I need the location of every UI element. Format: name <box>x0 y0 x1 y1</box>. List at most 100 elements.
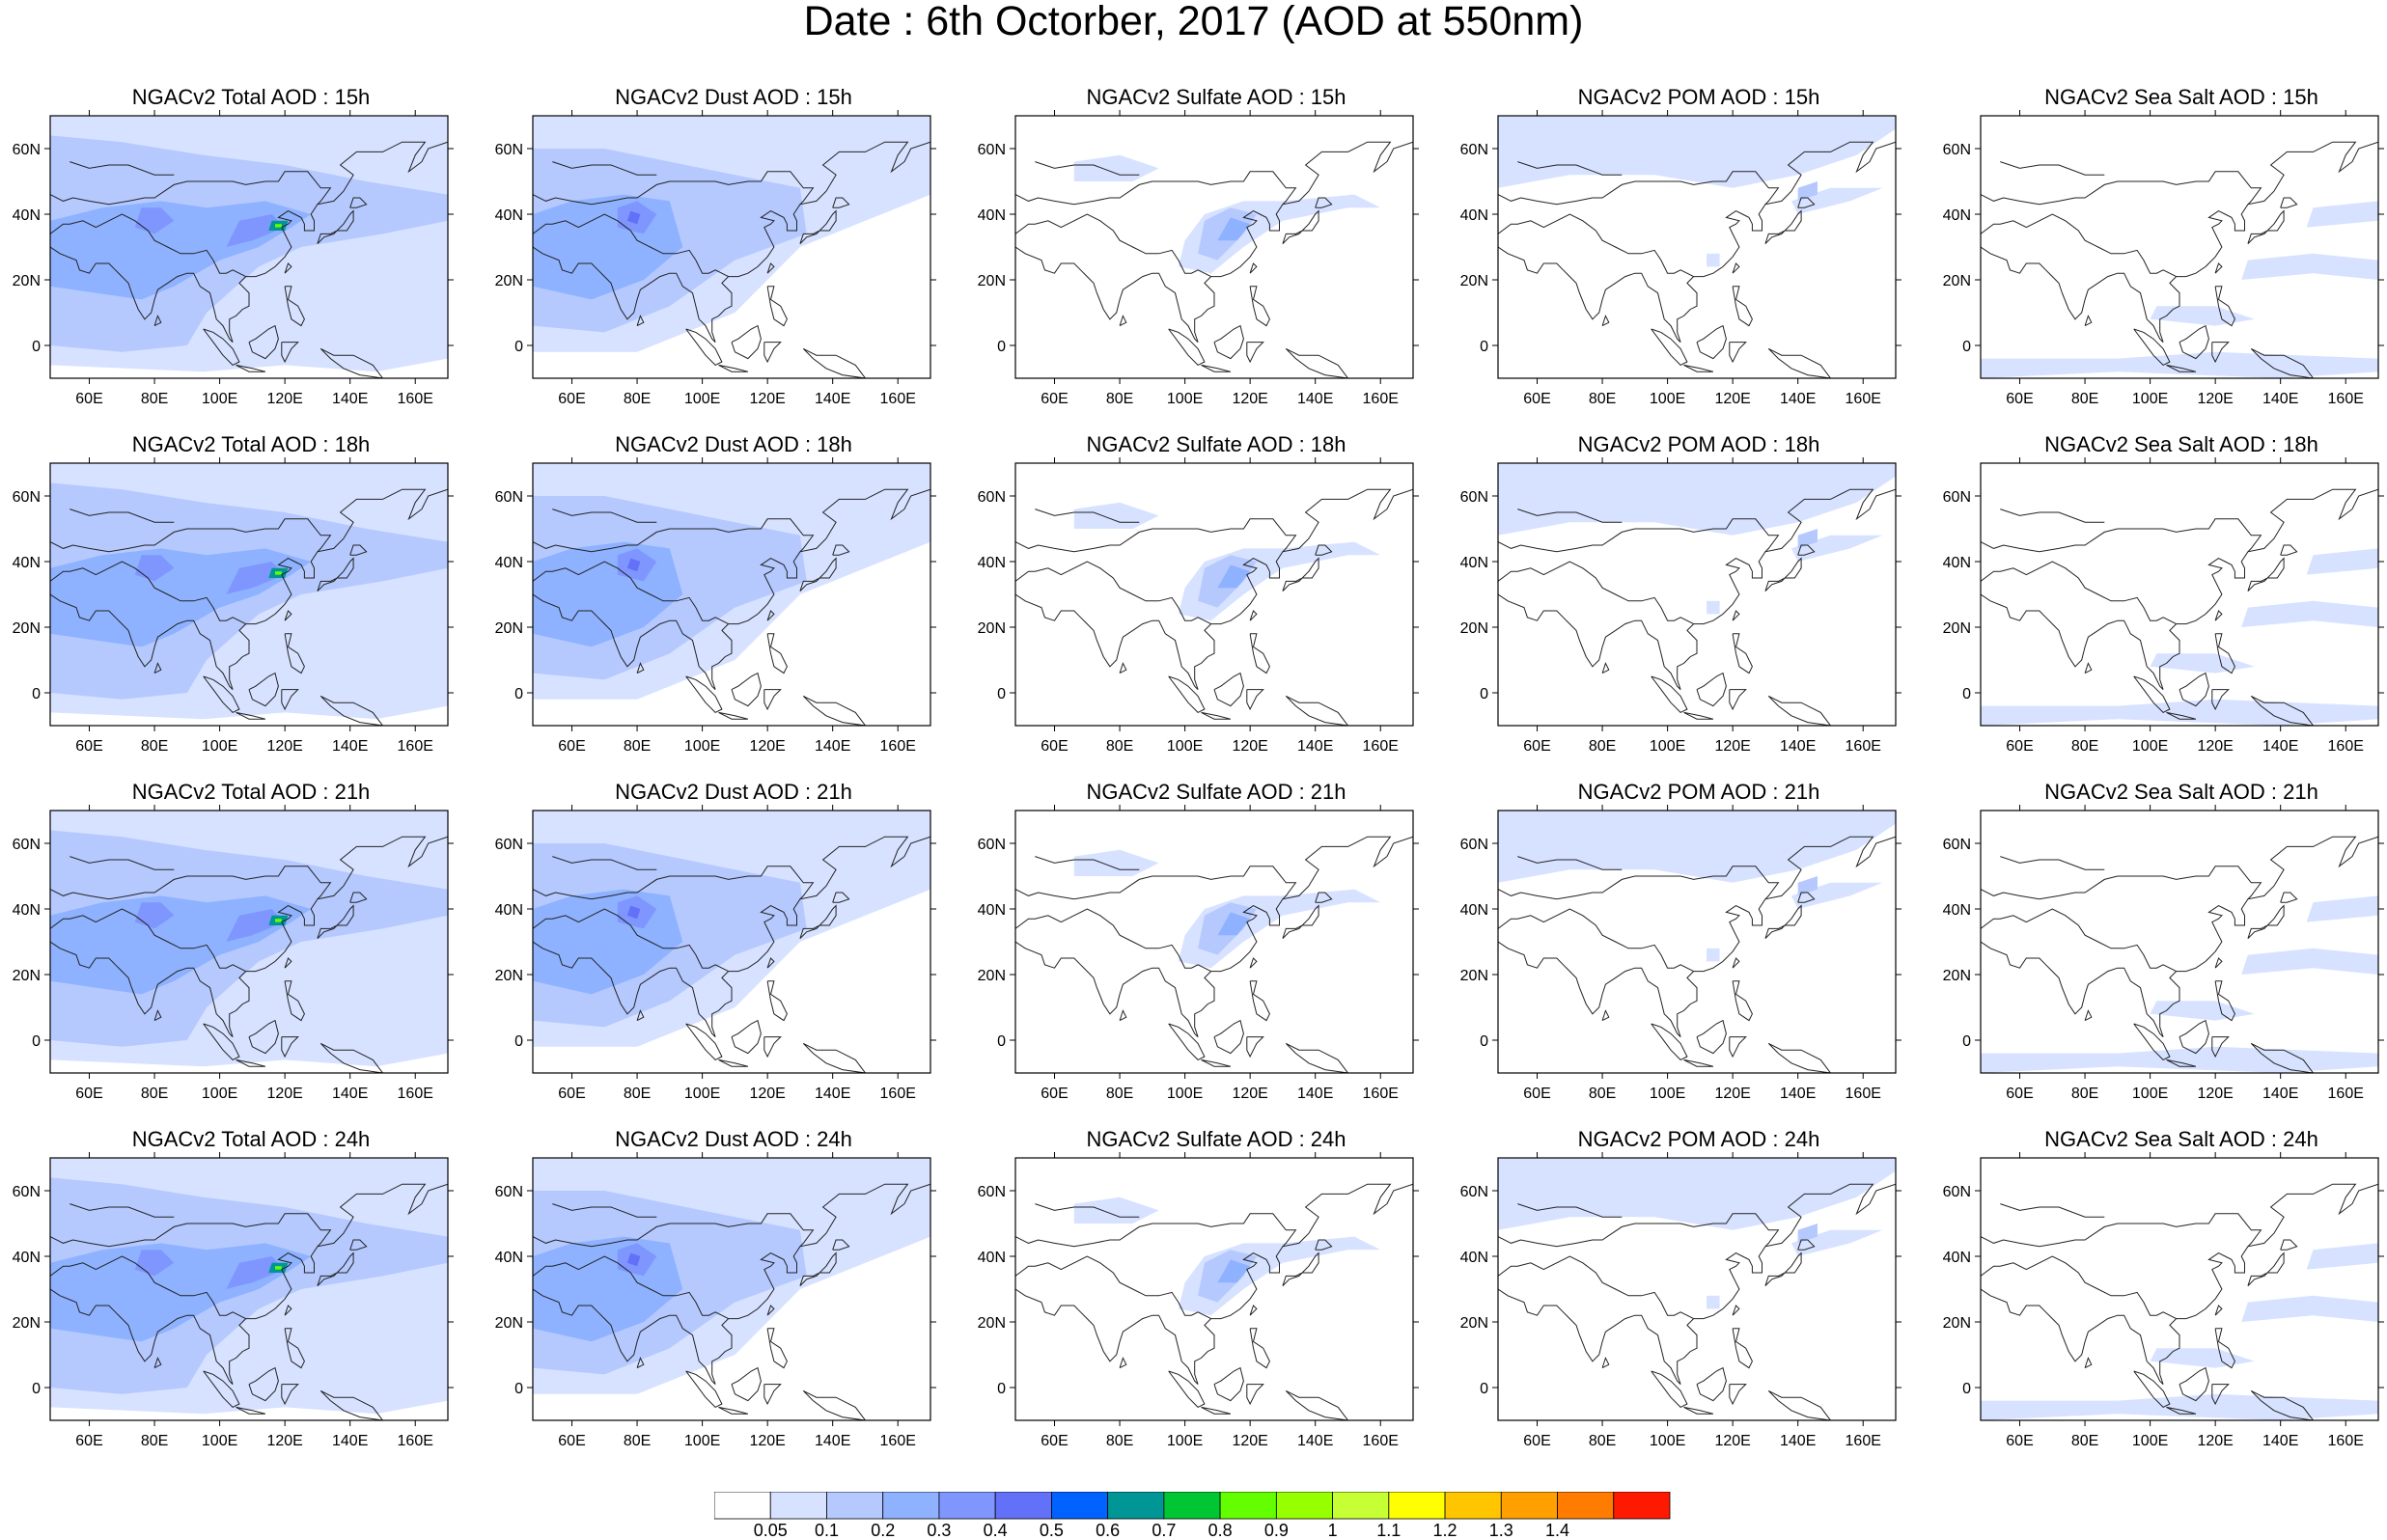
coastline <box>533 141 930 343</box>
aod-field <box>1498 116 1896 188</box>
lon-tick-label: 120E <box>266 738 302 755</box>
lat-tick-label: 40N <box>1460 555 1488 571</box>
coastline <box>1764 1251 1802 1286</box>
coastline <box>1249 286 1270 327</box>
coastline <box>1732 957 1740 969</box>
lon-tick-label: 160E <box>1363 391 1399 407</box>
lon-tick-label: 160E <box>2328 391 2364 407</box>
coastline <box>2214 610 2223 621</box>
lat-tick-label: 40N <box>1460 207 1488 224</box>
coastline <box>1213 1366 1244 1402</box>
coastline <box>731 1019 762 1055</box>
coastline <box>2247 209 2285 244</box>
lat-tick-label: 20N <box>1460 273 1488 289</box>
lon-tick-label: 80E <box>1106 1433 1133 1449</box>
lon-tick-label: 60E <box>558 738 585 755</box>
coastline <box>281 689 299 711</box>
coastline <box>1213 672 1244 707</box>
coastline <box>1517 856 1623 870</box>
lon-tick-label: 100E <box>2132 1086 2168 1102</box>
colorbar-swatch <box>1557 1492 1615 1520</box>
coastline <box>236 1059 266 1067</box>
lat-tick-label: 60N <box>1460 1184 1488 1200</box>
lat-tick-label: 0 <box>32 339 41 355</box>
aod-field <box>2150 1001 2255 1021</box>
coastline <box>1015 1183 1413 1385</box>
lon-tick-label: 140E <box>332 1086 368 1102</box>
coastline <box>69 856 175 870</box>
coastline <box>1201 1059 1232 1067</box>
coastline <box>1981 866 2262 900</box>
lat-tick-label: 20N <box>978 968 1006 984</box>
lat-tick-label: 20N <box>978 620 1006 637</box>
map-plot: 60E 80E 100E 120E 140E 160E 60N 40N 20N 0 <box>978 1152 1419 1449</box>
colorbar-swatch <box>826 1492 884 1520</box>
coastline <box>1201 711 1232 720</box>
lon-tick-label: 80E <box>624 1086 651 1102</box>
lat-tick-label: 0 <box>1480 339 1488 355</box>
lat-tick-label: 0 <box>32 1033 41 1050</box>
coastline <box>2214 980 2235 1022</box>
map-plot: 60E 80E 100E 120E 140E 160E 60N 40N 20N 0 <box>13 1152 454 1449</box>
lon-tick-label: 100E <box>1167 1086 1203 1102</box>
aod-field <box>1707 1295 1720 1309</box>
aod-field <box>1498 811 1896 883</box>
coastline <box>50 866 332 900</box>
colorbar-label: 1.1 <box>1376 1521 1401 1538</box>
aod-field <box>2241 600 2378 627</box>
coastline <box>1035 509 1140 523</box>
lon-tick-label: 160E <box>1363 738 1399 755</box>
coastline <box>2084 315 2093 327</box>
aod-field <box>1498 463 1896 536</box>
lat-tick-label: 0 <box>1480 1033 1488 1050</box>
coastline <box>552 161 657 176</box>
panel-title: NGACv2 Sea Salt AOD : 24h <box>2044 1127 2318 1151</box>
coastline <box>2166 1406 2197 1415</box>
lon-tick-label: 100E <box>1167 1433 1203 1449</box>
coastline <box>2133 675 2171 714</box>
coastline <box>685 328 723 367</box>
coastline <box>50 213 246 278</box>
coastline <box>1498 866 1780 900</box>
panel-title: NGACv2 Sea Salt AOD : 15h <box>2044 85 2318 109</box>
coastline <box>766 957 775 969</box>
coastline <box>1981 836 2378 1037</box>
lat-tick-label: 60N <box>13 142 41 158</box>
coastline <box>1285 1042 1349 1073</box>
lat-tick-label: 40N <box>978 902 1006 919</box>
map-frame <box>1014 462 1414 727</box>
lon-tick-label: 100E <box>684 391 720 407</box>
coastline <box>284 957 292 969</box>
map-plot: 60E 80E 100E 120E 140E 160E 60N 40N 20N 0 <box>13 457 454 755</box>
aod-field <box>134 1250 175 1277</box>
figure-title: Date : 6th Octorber, 2017 (AOD at 550nm) <box>803 0 1584 44</box>
coastline <box>319 1389 384 1420</box>
coastline <box>153 1009 162 1022</box>
coastline <box>1246 1384 1264 1406</box>
coastline <box>236 364 266 372</box>
lon-tick-label: 60E <box>1041 1086 1068 1102</box>
lat-tick-label: 0 <box>1962 1381 1971 1397</box>
lon-tick-label: 60E <box>1523 1086 1550 1102</box>
map-plot: 60E 80E 100E 120E 140E 160E 60N 40N 20N 0 <box>1943 805 2384 1102</box>
coastline <box>317 1251 354 1286</box>
lon-tick-label: 100E <box>202 1086 237 1102</box>
lat-tick-label: 20N <box>1460 968 1488 984</box>
coastline <box>2000 1203 2105 1218</box>
lat-tick-label: 40N <box>978 1250 1006 1266</box>
coastline <box>552 509 657 523</box>
lon-tick-label: 160E <box>2328 738 2364 755</box>
lat-tick-label: 0 <box>514 1381 523 1397</box>
coastline <box>1498 1183 1896 1385</box>
lat-tick-label: 20N <box>495 620 523 637</box>
coastline <box>1729 1036 1747 1059</box>
lon-tick-label: 140E <box>1297 391 1333 407</box>
map-panel: NGACv2 Sulfate AOD : 24h 60E 80E 100E 120E 14… <box>975 1127 1457 1474</box>
lat-tick-label: 0 <box>997 686 1006 702</box>
lon-tick-label: 80E <box>141 391 168 407</box>
map-panel: NGACv2 POM AOD : 21h 60E 80E 100E 120E 140E 16… <box>1457 780 1940 1127</box>
lon-tick-label: 100E <box>1167 391 1203 407</box>
coastline <box>1981 908 2177 973</box>
coastline <box>2280 892 2298 903</box>
lon-tick-label: 120E <box>2197 391 2233 407</box>
